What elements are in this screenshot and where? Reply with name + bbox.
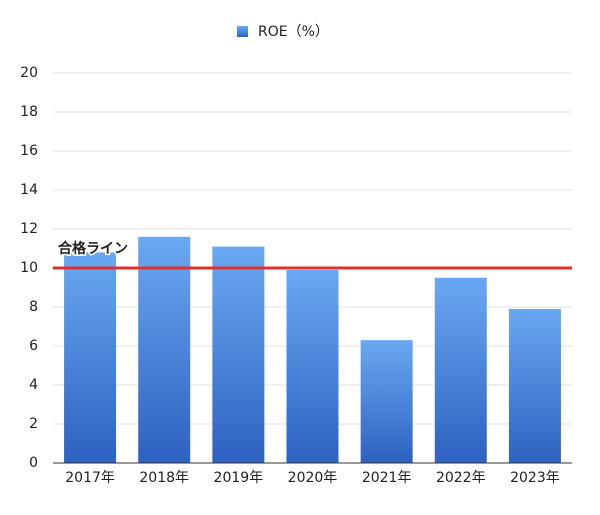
reference-label: 合格ライン: [58, 240, 128, 257]
y-tick-label: 8: [29, 299, 38, 315]
y-tick-label: 6: [29, 338, 38, 354]
y-tick-label: 20: [20, 65, 38, 81]
y-tick-label: 12: [20, 221, 38, 237]
x-tick-label: 2022年: [436, 470, 486, 486]
x-tick-label: 2019年: [214, 470, 264, 486]
bar: [212, 246, 265, 463]
bar: [434, 277, 487, 463]
x-tick-label: 2021年: [362, 470, 412, 486]
y-tick-label: 4: [29, 377, 38, 393]
y-tick-label: 0: [29, 455, 38, 471]
x-tick-label: 2018年: [139, 470, 189, 486]
bar: [286, 269, 339, 463]
legend-label: ROE（%）: [258, 24, 329, 40]
bar: [138, 236, 191, 463]
x-tick-label: 2020年: [288, 470, 338, 486]
y-tick-label: 18: [20, 104, 38, 120]
bar: [64, 252, 117, 463]
y-tick-label: 14: [20, 182, 38, 198]
x-tick-label: 2023年: [510, 470, 560, 486]
bar: [508, 308, 561, 463]
y-tick-label: 10: [20, 260, 38, 276]
y-tick-label: 16: [20, 143, 38, 159]
y-tick-label: 2: [29, 416, 38, 432]
bar: [360, 340, 413, 463]
x-tick-label: 2017年: [65, 470, 115, 486]
legend-swatch: [237, 26, 248, 37]
